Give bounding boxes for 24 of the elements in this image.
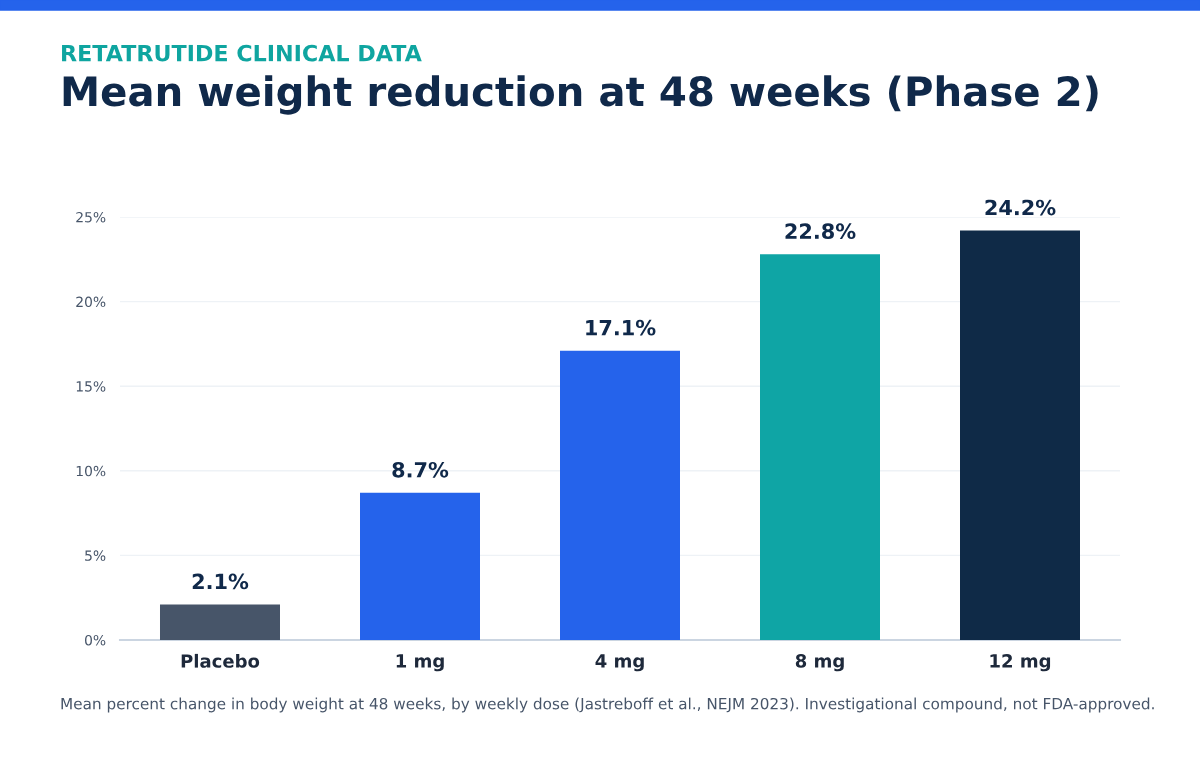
- y-tick-label: 20%: [76, 296, 106, 308]
- y-tick-label: 15%: [76, 381, 106, 392]
- y-tick-label: 25%: [76, 211, 106, 223]
- y-tick-label: 10%: [76, 465, 106, 477]
- y-tick-label: 0%: [84, 634, 106, 646]
- x-tick-label: 1 mg: [396, 654, 444, 672]
- x-tick-label: 8 mg: [795, 654, 844, 672]
- data-label: 22.8%: [785, 223, 856, 240]
- data-label: 24.2%: [985, 199, 1056, 216]
- data-label: 8.7%: [392, 461, 449, 478]
- bar: [560, 350, 680, 640]
- bar: [360, 492, 480, 640]
- chart-subtitle: RETATRUTIDE CLINICAL DATA: [62, 44, 422, 62]
- bar: [760, 254, 880, 640]
- y-tick-label: 5%: [85, 550, 106, 561]
- x-tick-label: 4 mg: [595, 654, 644, 672]
- bar: [960, 230, 1080, 640]
- chart-title: Mean weight reduction at 48 weeks (Phase 2): [63, 75, 1098, 115]
- text: Mean percent change in body weight at 48 weeks, by weekly dose (Jastreboff et al., NEJM 2023). Investigational compound, not FDA-approved.: [61, 697, 1154, 713]
- data-label: 2.1%: [192, 573, 249, 590]
- bar: [160, 604, 280, 640]
- x-tick-label: Placebo: [181, 653, 260, 668]
- x-tick-label: 12 mg: [990, 654, 1051, 672]
- data-label: 17.1%: [586, 319, 656, 336]
